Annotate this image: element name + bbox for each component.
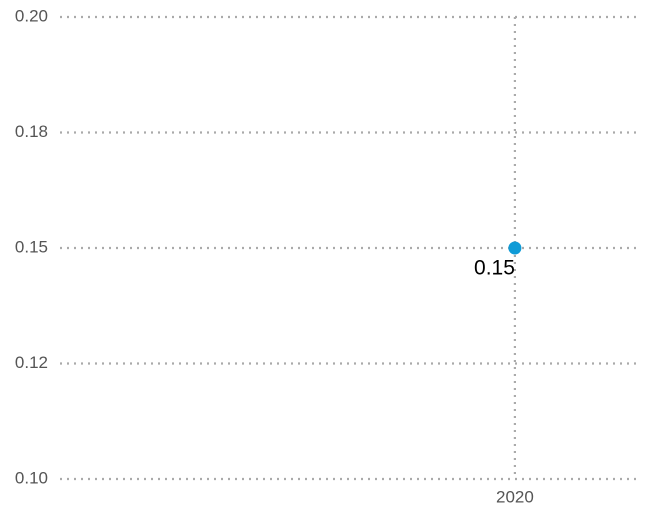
point: [508, 241, 522, 255]
y-tick-label: 0.15: [15, 237, 48, 256]
y-tick-label: 0.18: [15, 122, 48, 141]
y-tick-label: 0.10: [15, 468, 48, 487]
data-label: 0.15: [474, 257, 515, 280]
y-tick-label: 0.12: [15, 353, 48, 372]
x-tick-label: 2020: [496, 487, 534, 506]
y-tick-label: 0.20: [15, 6, 48, 25]
